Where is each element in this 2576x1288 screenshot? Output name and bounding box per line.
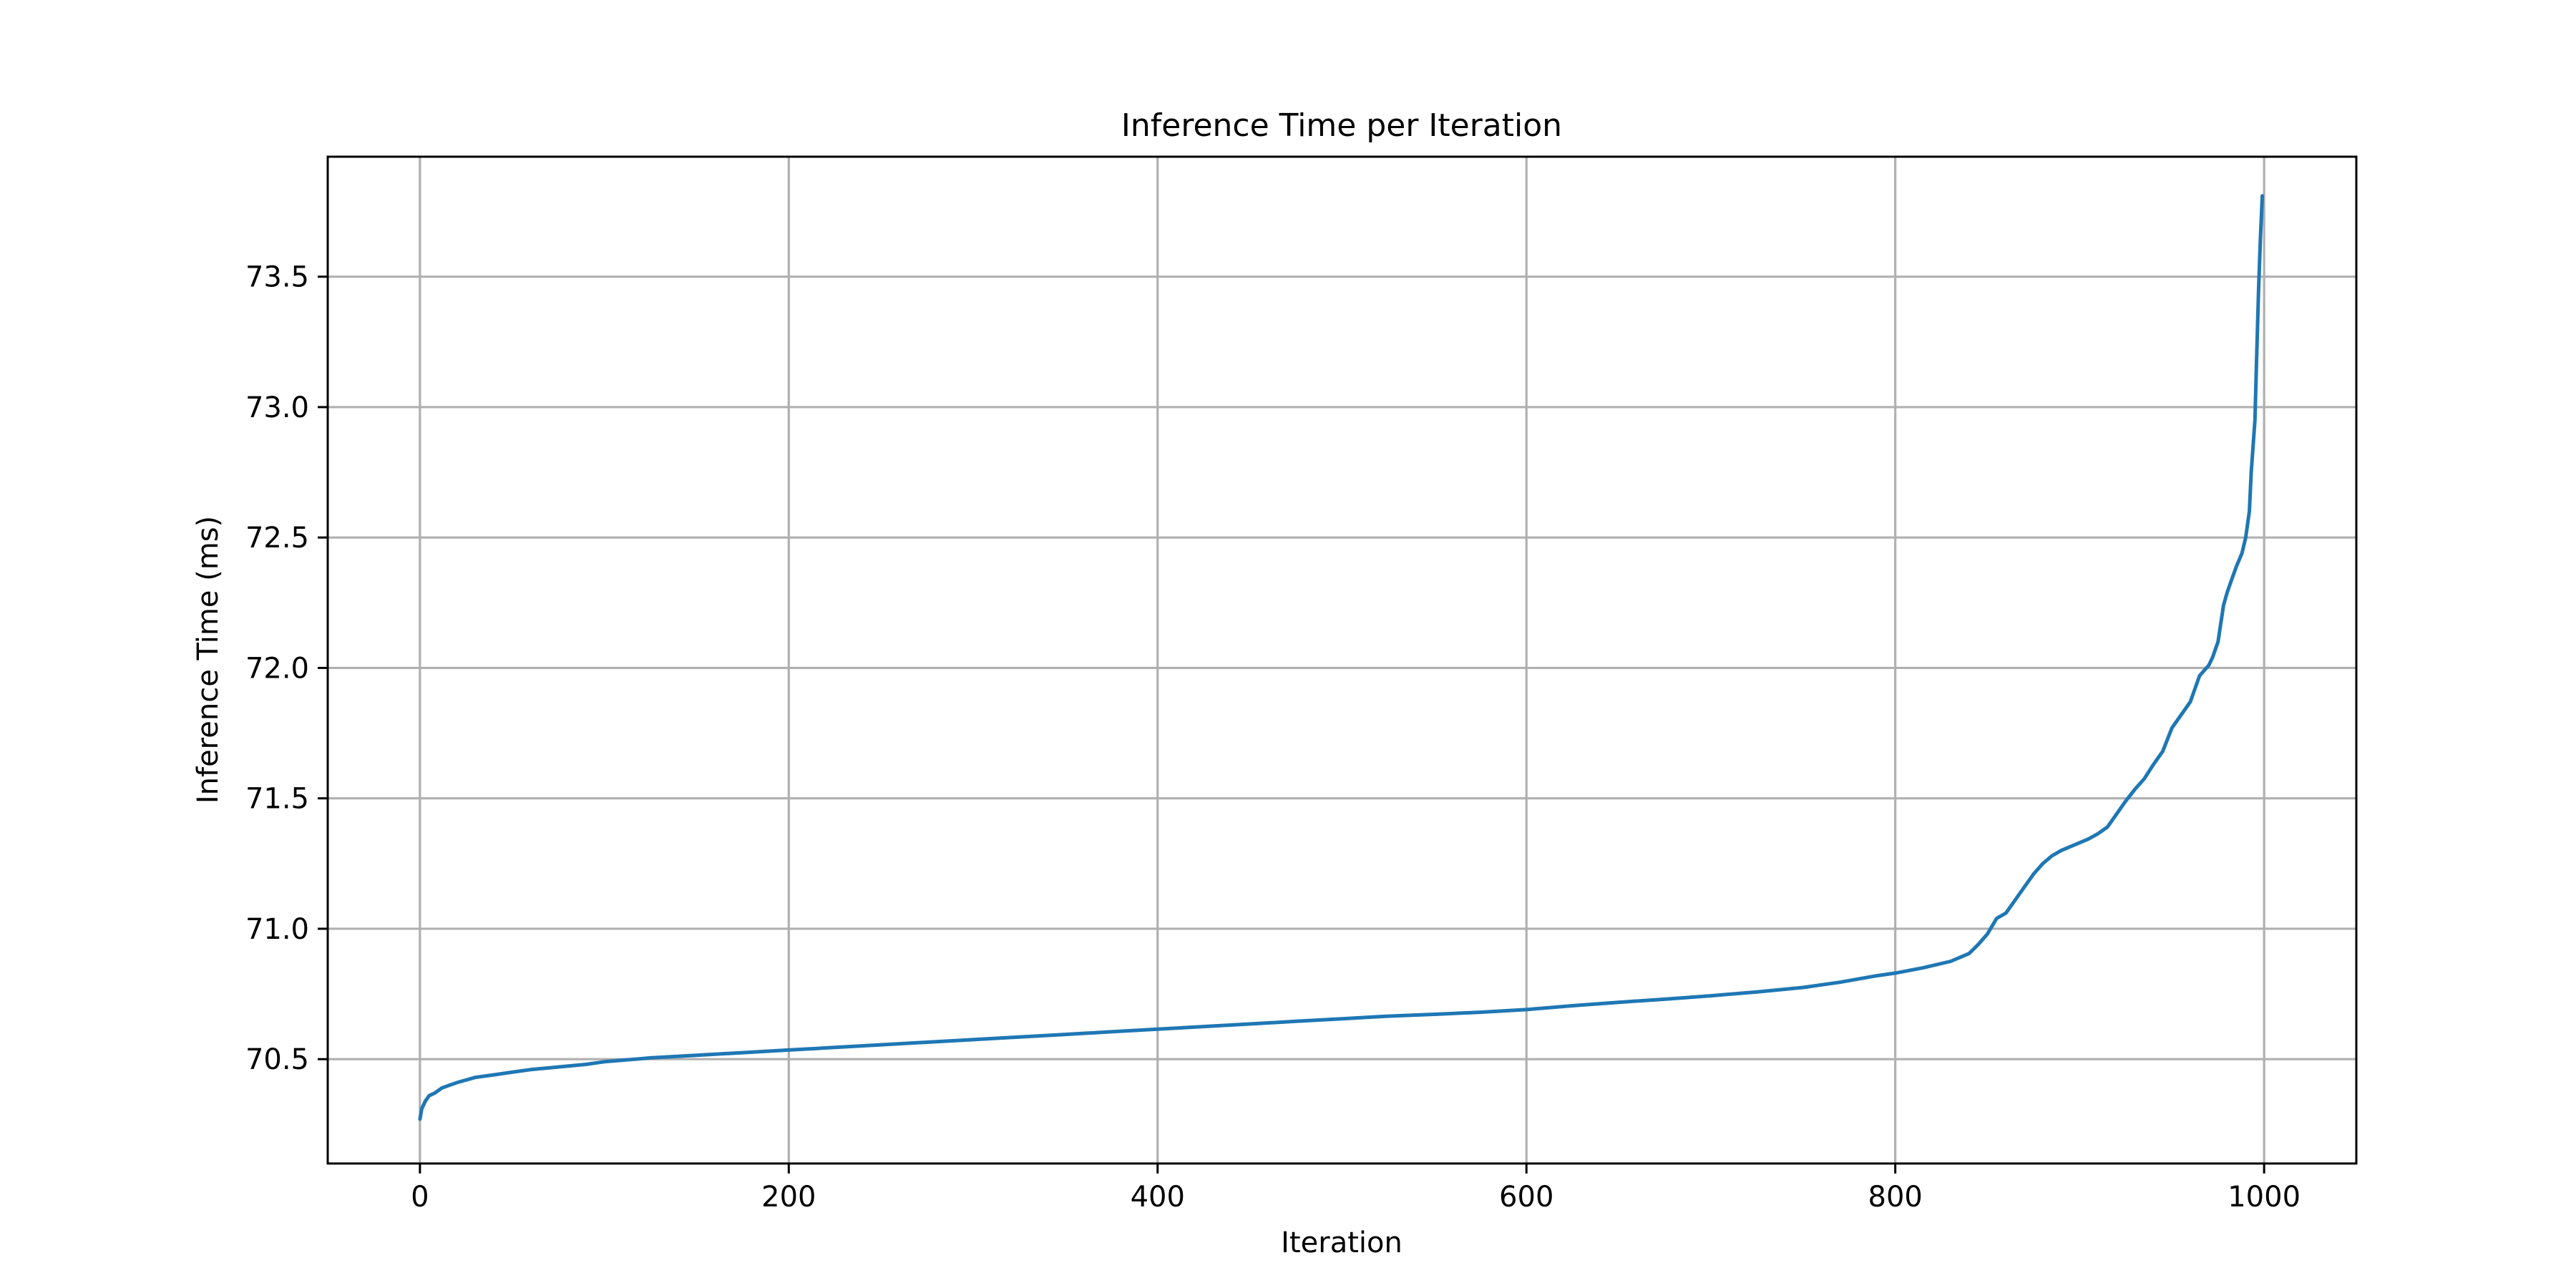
series-line — [418, 194, 2265, 1121]
series-layer — [418, 194, 2265, 1121]
x-tick-label: 600 — [1499, 1181, 1553, 1214]
y-tick-label: 71.5 — [245, 783, 309, 816]
x-tick-label: 200 — [761, 1181, 816, 1214]
y-tick-label: 72.5 — [245, 522, 309, 555]
x-axis-label: Iteration — [1281, 1226, 1402, 1259]
chart-title: Inference Time per Iteration — [1121, 107, 1562, 144]
ticks: 0 200 400 600 800 1000 70.5 71.0 71.5 72.0 72.5 73.… — [245, 261, 2301, 1214]
plot-frame — [326, 155, 2358, 1165]
y-tick-label: 70.5 — [245, 1043, 309, 1076]
y-tick-label: 73.5 — [245, 261, 309, 294]
x-tick-label: 800 — [1868, 1181, 1923, 1214]
y-tick-label: 73.0 — [245, 391, 309, 424]
y-tick-label: 72.0 — [245, 652, 309, 685]
x-tick-label: 400 — [1131, 1181, 1185, 1214]
y-tick-label: 71.0 — [245, 913, 309, 946]
x-tick-label: 1000 — [2228, 1181, 2301, 1214]
x-tick-label: 0 — [411, 1181, 429, 1214]
y-axis-label: Inference Time (ms) — [192, 516, 225, 804]
grid — [328, 157, 2356, 1163]
